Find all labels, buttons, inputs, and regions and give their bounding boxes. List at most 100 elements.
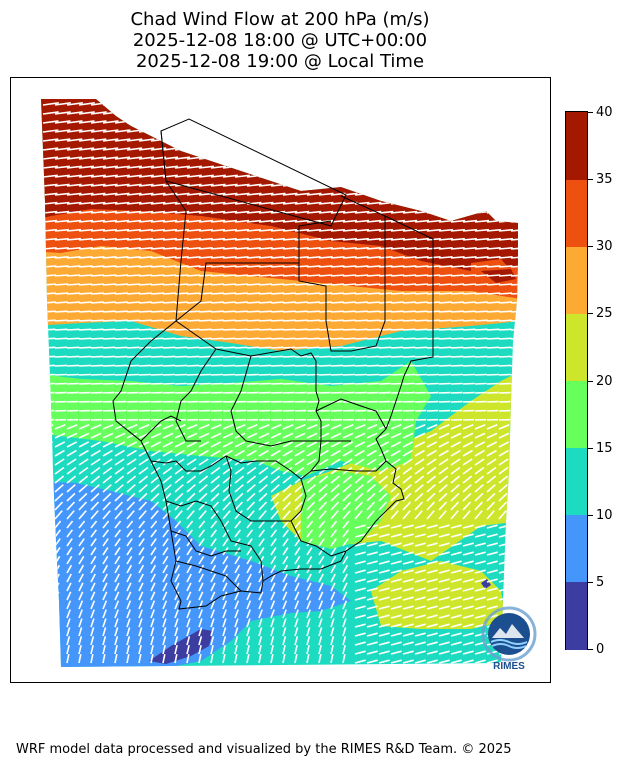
wind-vector	[306, 292, 321, 295]
wind-vector	[258, 256, 273, 259]
wind-vector	[54, 183, 70, 187]
wind-vector	[486, 492, 496, 502]
wind-vector	[414, 424, 426, 430]
wind-vector	[198, 475, 209, 484]
wind-vector	[234, 591, 240, 601]
wind-vector	[378, 274, 393, 277]
wind-vector	[210, 120, 227, 124]
wind-vector	[486, 256, 501, 259]
wind-vector	[462, 274, 477, 277]
wind-map	[41, 99, 518, 667]
wind-vector	[258, 618, 263, 628]
wind-vector	[282, 274, 297, 277]
wind-vector	[354, 165, 370, 169]
wind-vector	[342, 432, 354, 439]
wind-vector	[186, 228, 202, 232]
wind-vector	[354, 449, 365, 457]
wind-vector	[54, 165, 70, 169]
wind-vector	[402, 551, 414, 556]
wind-vector	[174, 564, 181, 574]
wind-vector	[438, 183, 454, 187]
wind-vector	[426, 492, 436, 502]
wind-vector	[486, 449, 497, 457]
wind-vector	[390, 551, 402, 556]
wind-vector	[66, 573, 72, 583]
wind-vector	[474, 183, 490, 187]
wind-vector	[102, 529, 110, 538]
wind-vector	[54, 256, 69, 259]
wind-vector	[210, 449, 221, 457]
wind-vector	[102, 492, 112, 502]
wind-vector	[162, 582, 168, 592]
wind-vector	[378, 605, 390, 610]
wind-vector	[402, 578, 414, 583]
wind-vector	[366, 228, 382, 232]
wind-vector	[66, 346, 80, 349]
wind-vector	[102, 319, 116, 322]
wind-vector	[450, 219, 466, 223]
wind-vector	[414, 237, 429, 241]
wind-vector	[66, 319, 80, 322]
wind-vector	[342, 573, 348, 583]
wind-vector	[402, 319, 416, 322]
wind-vector	[42, 538, 49, 547]
wind-vector	[174, 591, 180, 601]
wind-vector	[174, 449, 185, 457]
wind-vector	[54, 609, 59, 619]
wind-vector	[486, 560, 498, 565]
wind-vector	[354, 156, 371, 160]
wind-vector	[510, 192, 518, 196]
wind-vector	[402, 328, 416, 331]
wind-vector	[450, 596, 462, 601]
wind-vector	[474, 102, 491, 106]
wind-vector	[210, 627, 215, 637]
wind-vector	[126, 458, 137, 466]
wind-vector	[150, 256, 165, 259]
wind-vector	[114, 654, 118, 664]
wind-vector	[270, 424, 282, 430]
wind-vector	[462, 382, 475, 385]
wind-vector	[222, 591, 228, 601]
wind-vector	[414, 650, 426, 655]
wind-vector	[390, 192, 406, 196]
wind-vector	[438, 475, 449, 484]
wind-vector	[330, 510, 339, 520]
wind-vector	[462, 301, 476, 304]
wind-vector	[114, 529, 122, 538]
wind-vector	[378, 228, 394, 232]
wind-vector	[390, 219, 406, 223]
wind-vector	[78, 510, 87, 520]
wind-vector	[54, 510, 63, 520]
wind-vector	[486, 424, 498, 430]
wind-vector	[114, 591, 120, 601]
wind-vector	[198, 210, 214, 214]
wind-vector	[54, 627, 59, 637]
wind-vector	[198, 292, 213, 295]
wind-vector	[270, 283, 285, 286]
wind-vector	[474, 319, 488, 322]
wind-vector	[210, 609, 215, 619]
wind-vector	[114, 247, 129, 250]
wind-vector	[498, 424, 510, 430]
wind-vector	[126, 600, 132, 610]
wind-vector	[294, 636, 299, 646]
wind-vector	[402, 623, 414, 628]
wind-vector	[414, 310, 428, 313]
wind-vector	[42, 355, 56, 358]
wind-vector	[414, 274, 429, 277]
wind-vector	[450, 111, 467, 115]
wind-vector	[474, 501, 484, 511]
wind-vector	[318, 174, 334, 178]
wind-vector	[330, 382, 343, 385]
wind-vector	[498, 265, 513, 268]
wind-vector	[318, 319, 332, 322]
wind-vector	[198, 609, 203, 619]
wind-vector	[186, 156, 203, 160]
wind-vector	[282, 636, 287, 646]
wind-vector	[378, 466, 389, 475]
wind-vector	[114, 183, 130, 187]
wind-vector	[174, 382, 187, 385]
wind-vector	[66, 120, 83, 124]
wind-vector	[150, 618, 155, 628]
wind-vector	[354, 542, 366, 547]
